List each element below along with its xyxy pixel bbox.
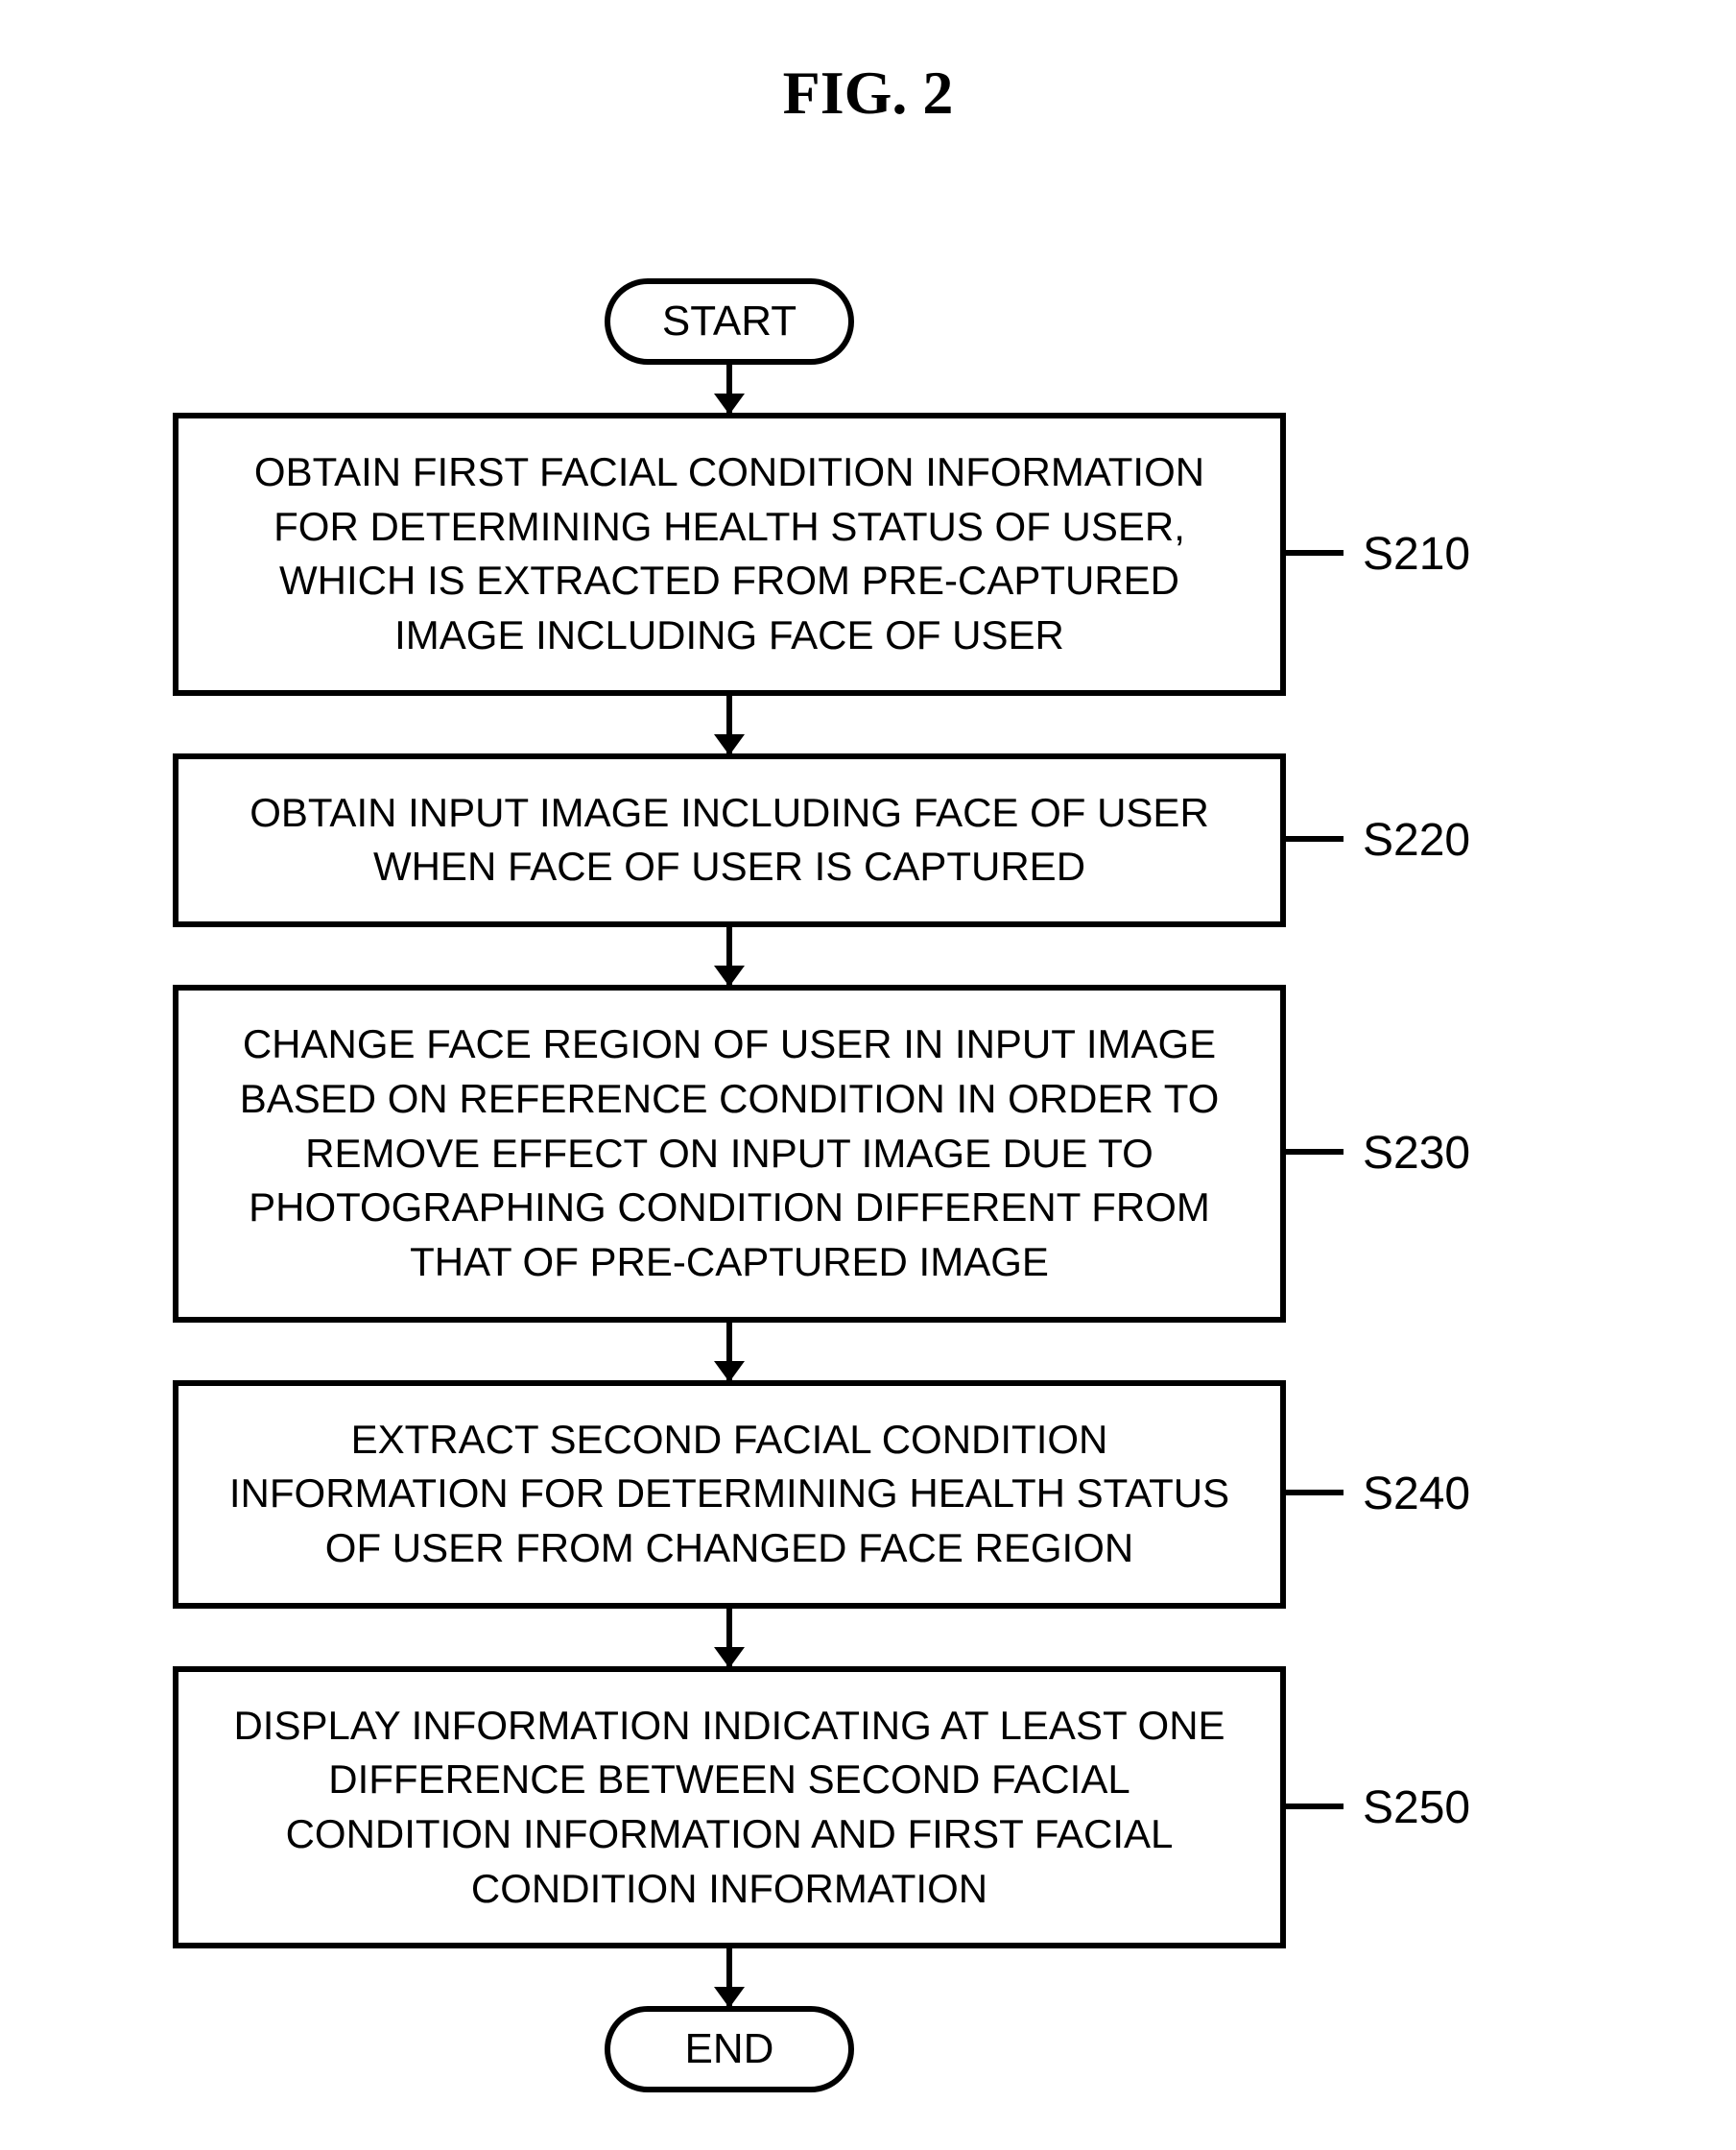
step-row: DISPLAY INFORMATION INDICATING AT LEAST … <box>173 1666 1564 1949</box>
step-row: OBTAIN FIRST FACIAL CONDITION INFORMATIO… <box>173 413 1564 696</box>
step-row: CHANGE FACE REGION OF USER IN INPUT IMAG… <box>173 985 1564 1322</box>
arrow-icon <box>726 927 732 985</box>
step-text: OBTAIN FIRST FACIAL CONDITION INFORMATIO… <box>254 449 1204 657</box>
step-label: S210 <box>1363 528 1470 581</box>
connector-line <box>1286 1149 1344 1155</box>
step-row: OBTAIN INPUT IMAGE INCLUDING FACE OF USE… <box>173 753 1564 927</box>
connector-line <box>1286 550 1344 556</box>
step-box-s240: EXTRACT SECOND FACIAL CONDITION INFORMAT… <box>173 1380 1286 1609</box>
step-box-s210: OBTAIN FIRST FACIAL CONDITION INFORMATIO… <box>173 413 1286 696</box>
connector-line <box>1286 1804 1344 1809</box>
end-terminator: END <box>605 2006 854 2092</box>
connector-line <box>1286 836 1344 842</box>
step-label: S240 <box>1363 1468 1470 1520</box>
flowchart-container: START OBTAIN FIRST FACIAL CONDITION INFO… <box>173 278 1564 2092</box>
start-label: START <box>662 298 797 346</box>
figure-title: FIG. 2 <box>783 58 954 129</box>
step-text: DISPLAY INFORMATION INDICATING AT LEAST … <box>233 1703 1225 1911</box>
connector-line <box>1286 1490 1344 1495</box>
step-text: EXTRACT SECOND FACIAL CONDITION INFORMAT… <box>229 1417 1229 1570</box>
arrow-icon <box>726 1948 732 2006</box>
step-box-s250: DISPLAY INFORMATION INDICATING AT LEAST … <box>173 1666 1286 1949</box>
arrow-icon <box>726 1609 732 1666</box>
step-label: S220 <box>1363 814 1470 867</box>
arrow-icon <box>726 365 732 413</box>
arrow-icon <box>726 696 732 753</box>
start-terminator: START <box>605 278 854 365</box>
step-text: OBTAIN INPUT IMAGE INCLUDING FACE OF USE… <box>250 790 1209 890</box>
step-label: S250 <box>1363 1781 1470 1834</box>
end-label: END <box>685 2025 774 2073</box>
step-box-s230: CHANGE FACE REGION OF USER IN INPUT IMAG… <box>173 985 1286 1322</box>
step-label: S230 <box>1363 1127 1470 1180</box>
arrow-icon <box>726 1323 732 1380</box>
step-box-s220: OBTAIN INPUT IMAGE INCLUDING FACE OF USE… <box>173 753 1286 927</box>
step-text: CHANGE FACE REGION OF USER IN INPUT IMAG… <box>240 1021 1220 1284</box>
step-row: EXTRACT SECOND FACIAL CONDITION INFORMAT… <box>173 1380 1564 1609</box>
